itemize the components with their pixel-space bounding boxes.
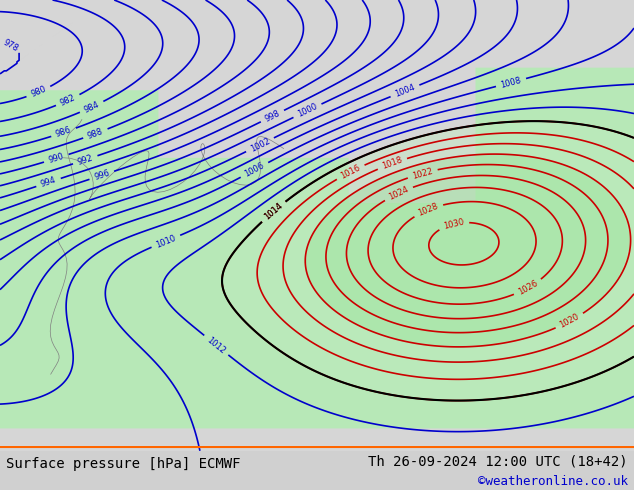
Text: 986: 986: [55, 125, 73, 139]
Text: 1026: 1026: [517, 279, 540, 297]
Text: 1008: 1008: [500, 75, 522, 90]
Text: 978: 978: [1, 37, 20, 53]
Text: 982: 982: [59, 93, 77, 108]
Text: 1006: 1006: [243, 161, 266, 179]
Text: 1014: 1014: [262, 201, 285, 221]
Text: 1014: 1014: [262, 201, 285, 221]
Text: 1002: 1002: [249, 136, 271, 153]
Text: 1022: 1022: [411, 166, 434, 180]
Text: 996: 996: [93, 169, 111, 182]
Text: 1016: 1016: [339, 163, 362, 181]
Text: 1020: 1020: [558, 312, 581, 330]
Text: 990: 990: [48, 152, 65, 165]
Text: 1024: 1024: [387, 185, 410, 202]
Text: 1012: 1012: [205, 335, 227, 355]
Text: 1000: 1000: [296, 102, 319, 119]
Text: 998: 998: [263, 109, 281, 123]
Text: 1018: 1018: [381, 156, 404, 171]
Text: 1010: 1010: [155, 233, 178, 249]
Text: 992: 992: [76, 153, 94, 167]
Text: 994: 994: [40, 176, 58, 189]
Text: Surface pressure [hPa] ECMWF: Surface pressure [hPa] ECMWF: [6, 457, 241, 470]
Text: ©weatheronline.co.uk: ©weatheronline.co.uk: [477, 475, 628, 488]
Text: 1028: 1028: [417, 201, 440, 218]
Text: 1030: 1030: [443, 217, 465, 231]
Text: Th 26-09-2024 12:00 UTC (18+42): Th 26-09-2024 12:00 UTC (18+42): [368, 454, 628, 468]
Text: 988: 988: [86, 126, 105, 141]
Text: 1004: 1004: [394, 83, 417, 99]
Text: 980: 980: [30, 85, 48, 99]
Text: 984: 984: [82, 99, 101, 115]
